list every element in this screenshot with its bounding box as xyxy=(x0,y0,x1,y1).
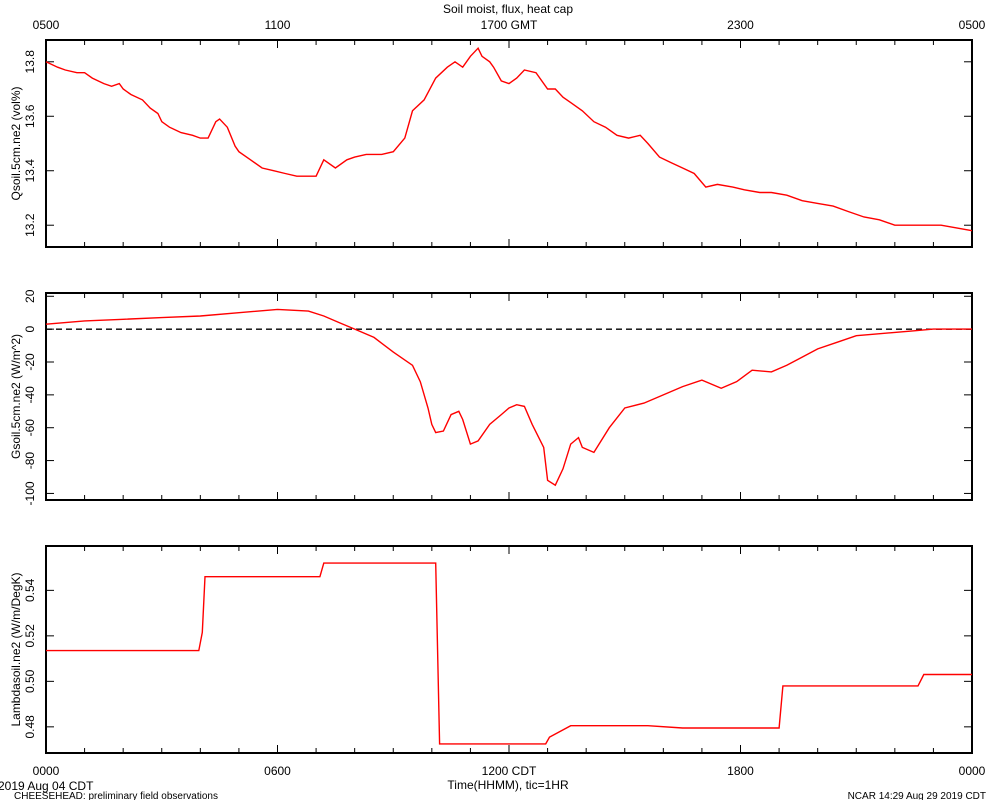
y-axis-label: Gsoil.5cm.ne2 (W/m^2) xyxy=(9,334,23,459)
y-tick-label: -100 xyxy=(23,481,37,505)
bottom-axis-tick-label: 0000 xyxy=(33,764,60,778)
y-tick-label: -20 xyxy=(23,353,37,371)
bottom-axis-tick-label: 0000 xyxy=(959,764,986,778)
top-axis-tick-labels: 0500 1100 1700 GMT 2300 0500 xyxy=(33,18,986,32)
plot-frame xyxy=(45,545,973,754)
x-axis-label: Time(HHMM), tic=1HR xyxy=(447,778,569,792)
y-tick-label: -60 xyxy=(23,419,37,437)
y-tick-label: -40 xyxy=(23,386,37,404)
y-tick-label: 13.4 xyxy=(23,159,37,183)
plot-frame xyxy=(45,292,973,501)
chart-title: Soil moist, flux, heat cap xyxy=(443,2,573,16)
top-axis-tick-label: 1700 GMT xyxy=(481,18,538,32)
y-tick-label: 0.50 xyxy=(23,669,37,693)
data-series-line xyxy=(46,562,972,745)
panel-2: -100 -80 -60 -40 -20 0 20 Gsoil.5cm.ne2 (W/m^2) xyxy=(9,289,973,505)
footer-left: CHEESEHEAD: preliminary field observatio… xyxy=(14,791,218,800)
y-tick-label: 0.54 xyxy=(23,578,37,602)
y-tick-label: -80 xyxy=(23,452,37,470)
y-tick-label: 13.8 xyxy=(23,50,37,74)
y-tick-label: 0.52 xyxy=(23,624,37,648)
top-axis-tick-label: 0500 xyxy=(959,18,986,32)
data-series-line xyxy=(45,308,972,487)
data-series-line xyxy=(45,46,973,232)
plot-frame xyxy=(45,39,973,248)
y-tick-label: 0.48 xyxy=(23,715,37,739)
top-axis-tick-label: 0500 xyxy=(33,18,60,32)
top-axis-tick-label: 2300 xyxy=(727,18,754,32)
date-label: 2019 Aug 04 CDT xyxy=(0,779,94,793)
bottom-axis-tick-labels: 0000 0600 1200 CDT 1800 0000 xyxy=(33,764,986,778)
y-tick-label: 20 xyxy=(23,289,37,303)
y-tick-label: 0 xyxy=(23,325,37,332)
y-tick-label: 13.2 xyxy=(23,213,37,237)
bottom-axis-tick-label: 0600 xyxy=(264,764,291,778)
y-axis-label: Qsoil.5cm.ne2 (vol%) xyxy=(9,86,23,200)
bottom-axis-tick-label: 1800 xyxy=(727,764,754,778)
y-tick-label: 13.6 xyxy=(23,104,37,128)
bottom-axis-tick-label: 1200 CDT xyxy=(482,764,537,778)
footer-right: NCAR 14:29 Aug 29 2019 CDT xyxy=(848,791,986,800)
top-axis-tick-label: 1100 xyxy=(265,18,291,32)
y-axis-label: Lambdasoil.ne2 (W/m/DegK) xyxy=(9,572,23,726)
